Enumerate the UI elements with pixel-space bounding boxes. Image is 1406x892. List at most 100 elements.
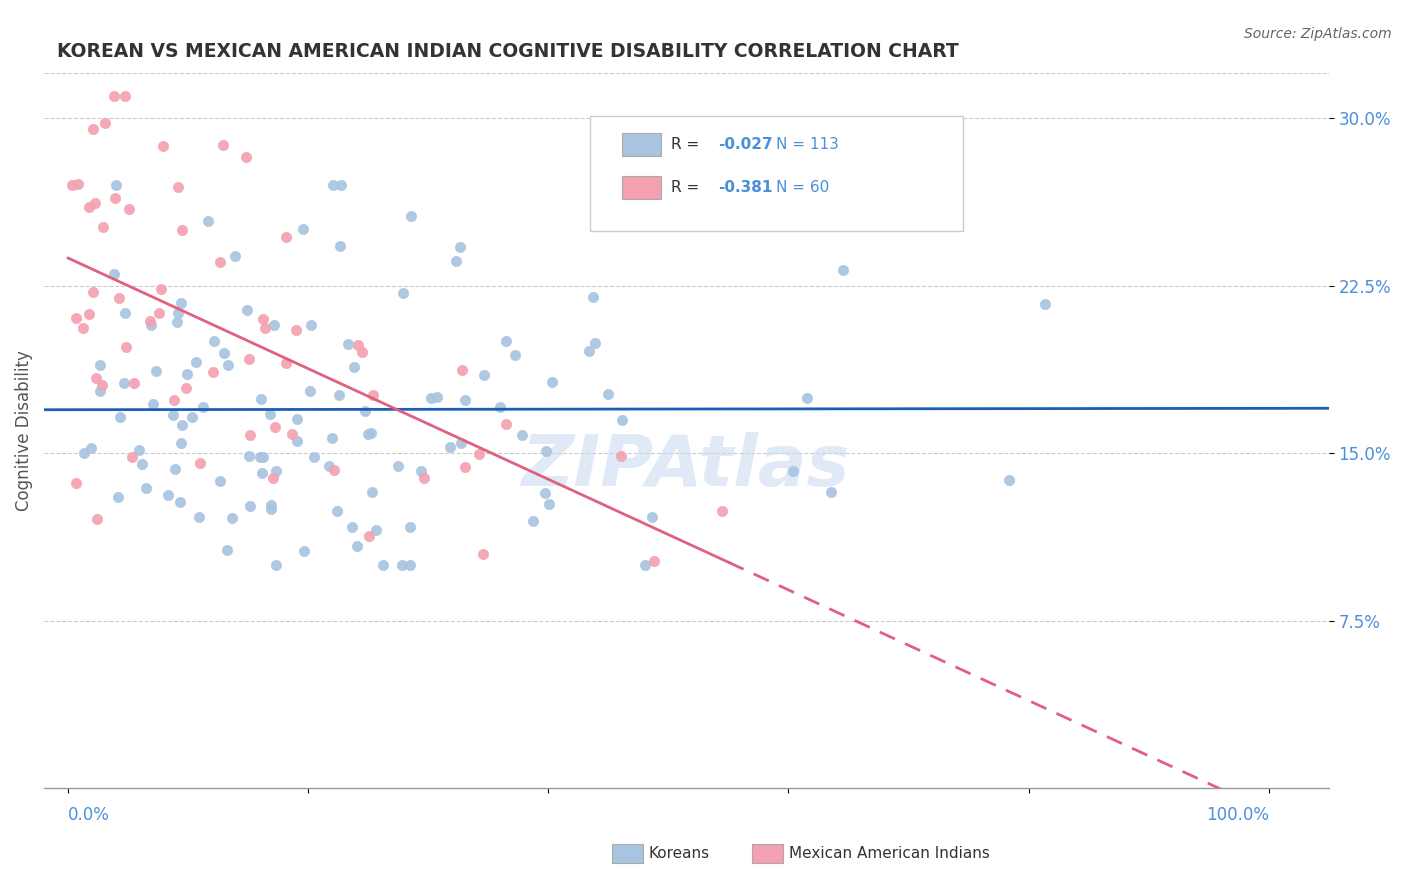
Point [89, 384, 111, 398]
Point [329, 239, 352, 253]
Point [170, 417, 193, 432]
Point [122, 376, 145, 390]
Point [112, 376, 135, 391]
Point [285, 434, 308, 448]
Point [201, 365, 224, 379]
Point [328, 388, 350, 402]
Text: Source: ZipAtlas.com: Source: ZipAtlas.com [1244, 27, 1392, 41]
Point [131, 457, 153, 471]
Point [104, 192, 127, 206]
Point [276, 230, 298, 244]
Point [299, 318, 322, 333]
Point [336, 337, 359, 351]
Point [537, 498, 560, 512]
Point [121, 450, 143, 464]
Point [263, 318, 285, 332]
Point [215, 543, 238, 558]
Point [450, 436, 472, 450]
Point [522, 514, 544, 528]
Point [84, 196, 107, 211]
Text: N = 60: N = 60 [776, 179, 830, 194]
Point [163, 392, 186, 407]
Point [264, 558, 287, 572]
Point [399, 558, 422, 572]
Point [118, 202, 141, 216]
Point [82, 285, 104, 300]
Point [91, 219, 114, 234]
Point [831, 262, 853, 277]
Point [259, 499, 281, 513]
Point [72, 321, 94, 335]
Point [446, 254, 468, 268]
Point [84, 371, 107, 385]
Point [252, 311, 274, 326]
Point [612, 413, 634, 427]
Point [412, 471, 434, 485]
Point [495, 417, 517, 431]
Point [141, 318, 163, 333]
Point [191, 401, 214, 415]
Point [291, 222, 314, 236]
Point [197, 214, 219, 228]
Point [263, 420, 285, 434]
Point [352, 345, 374, 359]
Point [583, 335, 606, 350]
Point [107, 490, 129, 504]
Point [224, 248, 246, 262]
Point [65, 311, 87, 326]
Point [170, 436, 193, 450]
Point [254, 321, 277, 335]
Point [86, 512, 108, 526]
Point [103, 267, 125, 281]
Point [342, 520, 364, 534]
Point [91, 378, 114, 392]
Text: ZIPAtlas: ZIPAtlas [522, 432, 851, 501]
Point [373, 558, 395, 572]
Text: -0.381: -0.381 [718, 179, 773, 194]
FancyBboxPatch shape [621, 133, 661, 155]
Point [170, 296, 193, 310]
Point [166, 315, 188, 329]
Point [79, 307, 101, 321]
Point [359, 529, 381, 543]
Point [426, 390, 449, 404]
Point [152, 138, 174, 153]
Point [533, 486, 555, 500]
Point [387, 459, 409, 474]
Point [322, 178, 344, 193]
Point [820, 484, 842, 499]
Point [89, 358, 111, 372]
Point [643, 554, 665, 568]
Point [128, 442, 150, 457]
Point [239, 428, 262, 442]
Point [238, 449, 260, 463]
Point [135, 481, 157, 495]
Point [641, 510, 664, 524]
Point [354, 404, 377, 418]
Point [325, 504, 347, 518]
Point [166, 306, 188, 320]
Point [454, 460, 477, 475]
FancyBboxPatch shape [621, 176, 661, 199]
Text: R =: R = [671, 136, 704, 152]
Point [343, 360, 366, 375]
Point [217, 358, 239, 372]
Point [187, 510, 209, 524]
Text: KOREAN VS MEXICAN AMERICAN INDIAN COGNITIVE DISABILITY CORRELATION CHART: KOREAN VS MEXICAN AMERICAN INDIAN COGNIT… [58, 42, 959, 61]
Point [541, 375, 564, 389]
Point [796, 392, 818, 406]
Point [321, 431, 343, 445]
Point [454, 392, 477, 407]
Point [238, 500, 260, 514]
Point [391, 558, 413, 572]
Point [329, 178, 352, 193]
Point [238, 351, 260, 366]
FancyBboxPatch shape [591, 116, 963, 231]
Point [169, 495, 191, 509]
Point [598, 386, 620, 401]
Point [114, 340, 136, 354]
Point [67, 178, 90, 192]
Point [181, 410, 204, 425]
Point [148, 306, 170, 320]
Point [451, 363, 474, 377]
